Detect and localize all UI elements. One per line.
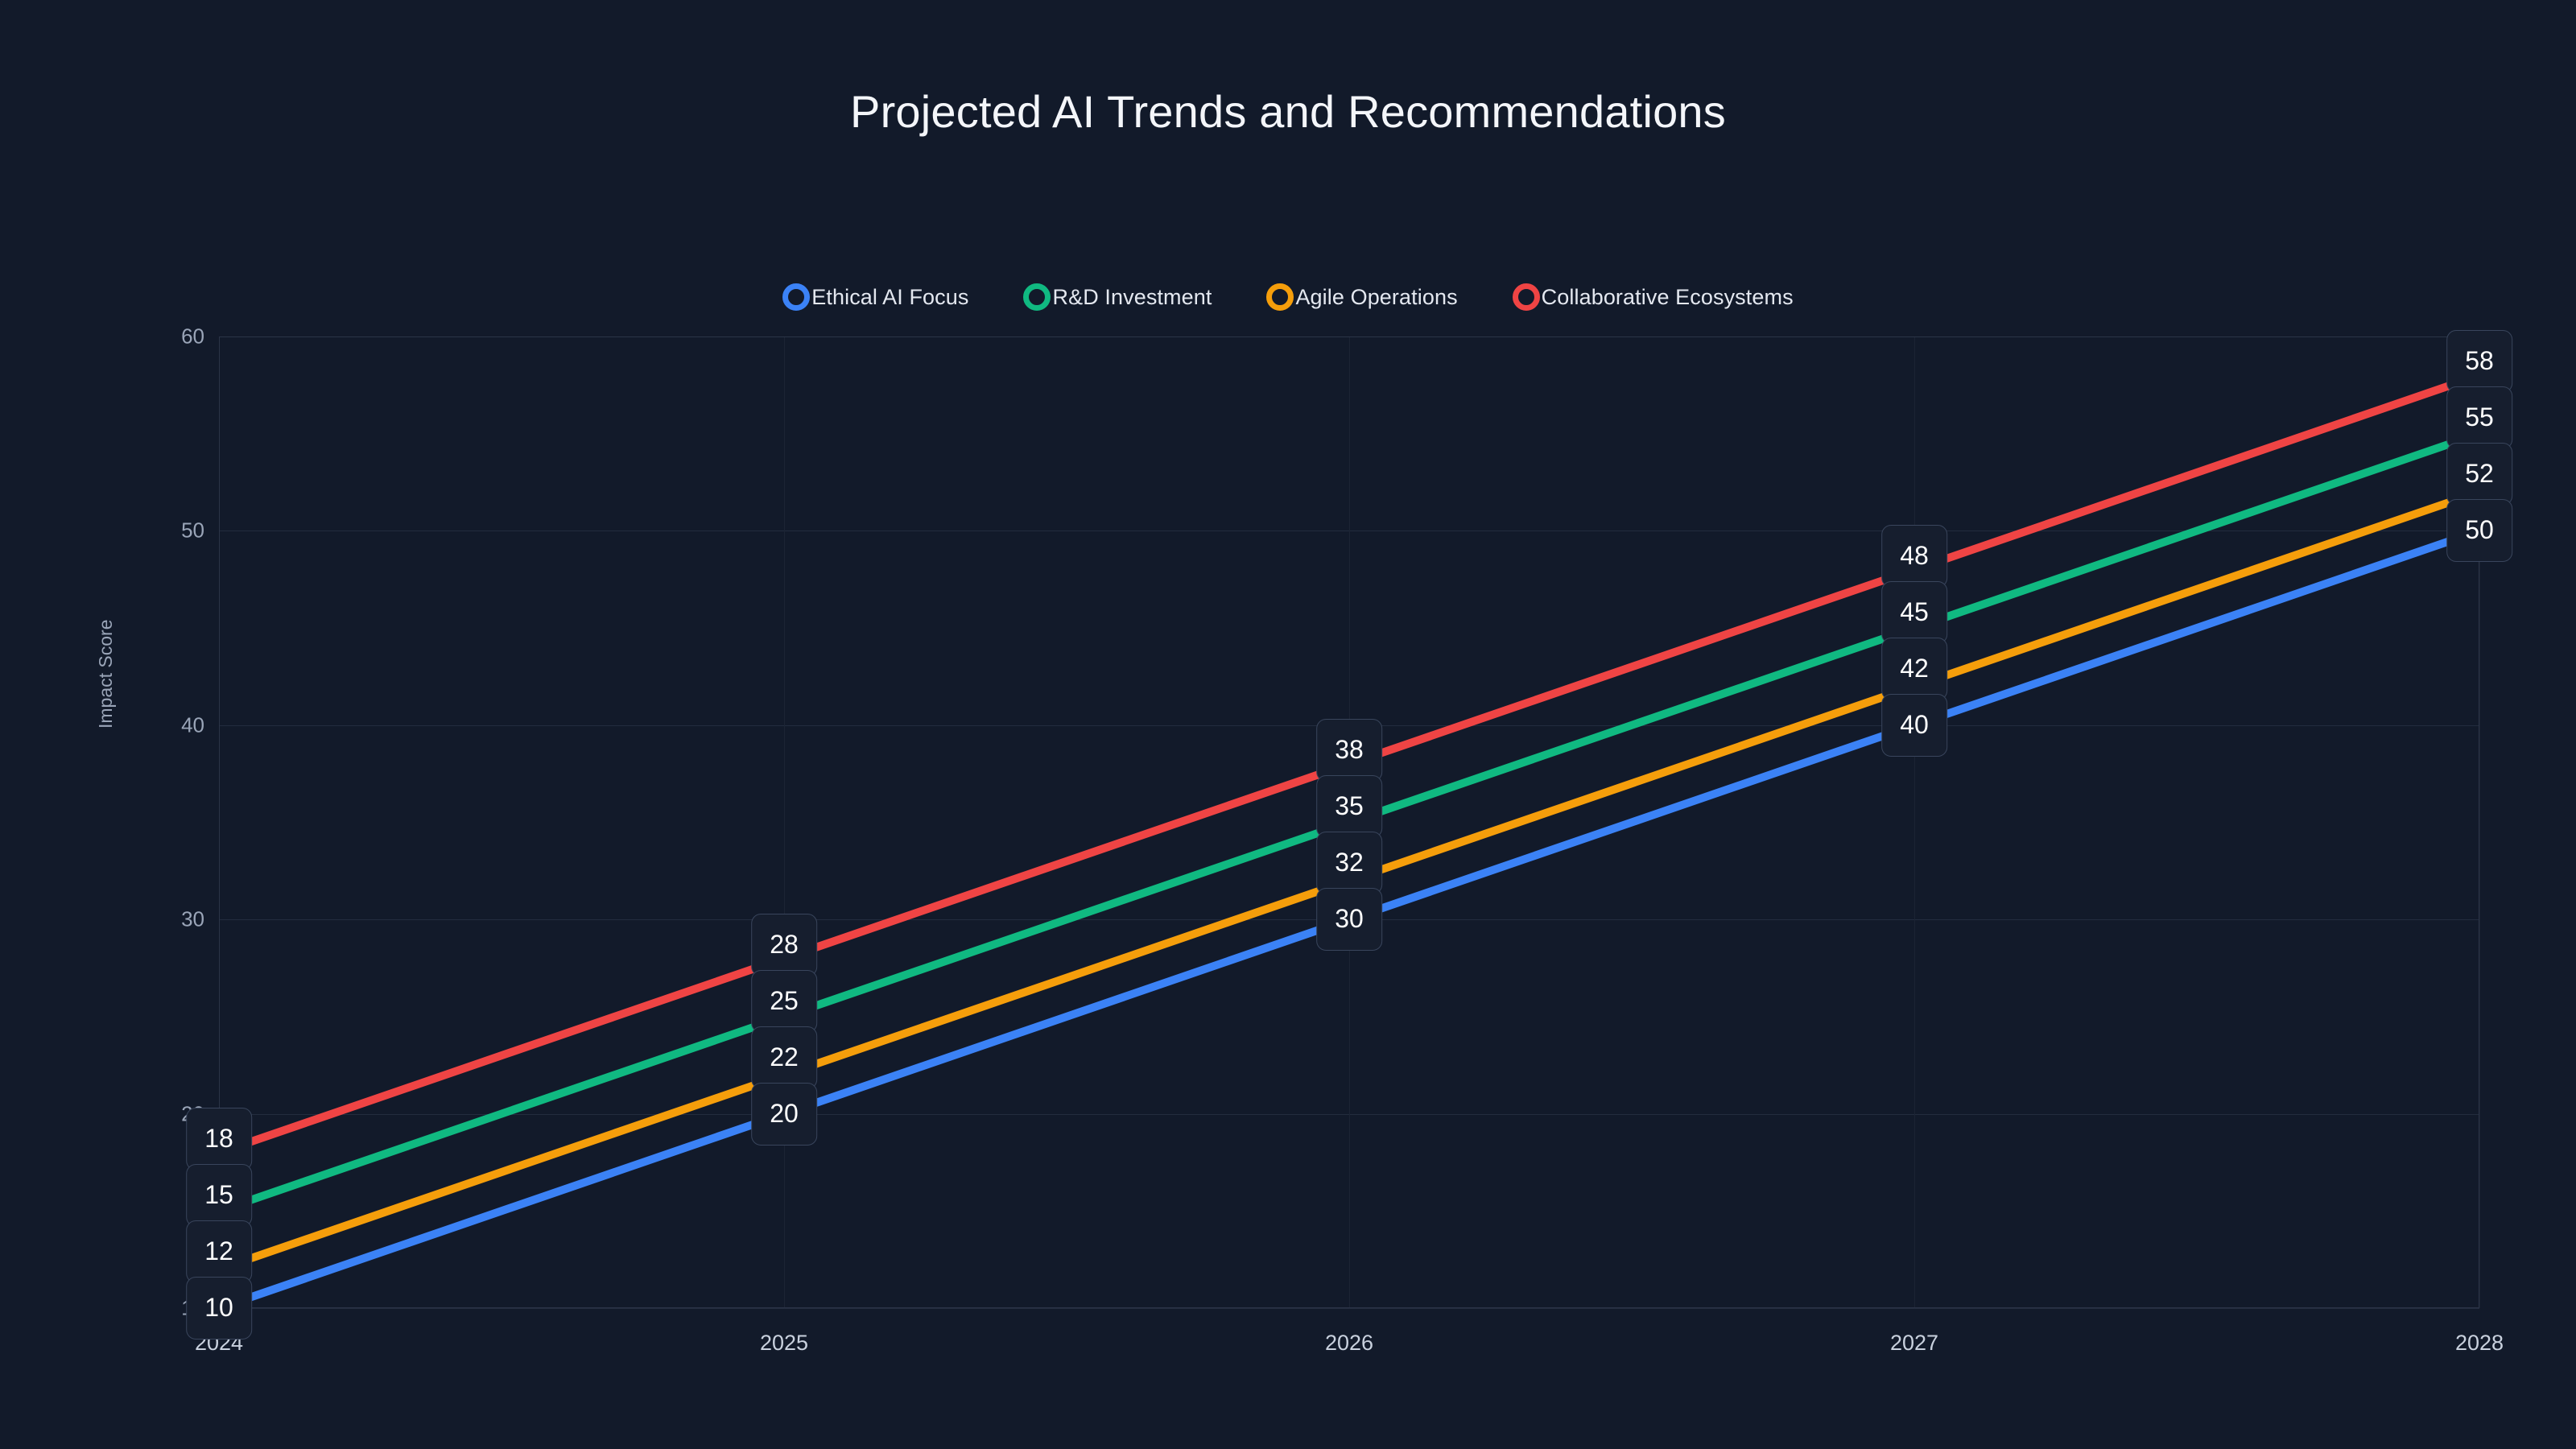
legend-item-label: Collaborative Ecosystems bbox=[1541, 284, 1794, 309]
data-point-label: 30 bbox=[1316, 888, 1382, 952]
data-point-label: 25 bbox=[751, 969, 817, 1033]
data-point-label: 40 bbox=[1881, 693, 1947, 757]
y-axis-tick-label: 40 bbox=[181, 712, 204, 737]
data-point-label: 45 bbox=[1881, 580, 1947, 644]
data-point-label: 55 bbox=[2446, 386, 2512, 450]
gridline-horizontal bbox=[219, 1308, 2479, 1309]
data-point-label: 15 bbox=[186, 1164, 252, 1227]
data-point-label: 52 bbox=[2446, 443, 2512, 506]
data-point-label: 22 bbox=[751, 1026, 817, 1089]
data-point-label: 50 bbox=[2446, 499, 2512, 563]
y-axis-title: Impact Score bbox=[95, 619, 116, 729]
x-axis-tick-label: 2025 bbox=[759, 1331, 809, 1355]
data-point-label: 20 bbox=[751, 1082, 817, 1146]
data-point-label: 38 bbox=[1316, 719, 1382, 782]
legend-marker-icon bbox=[1023, 283, 1051, 311]
legend-item-label: Ethical AI Focus bbox=[811, 284, 969, 309]
legend-marker-icon bbox=[1512, 283, 1540, 311]
data-point-label: 32 bbox=[1316, 832, 1382, 895]
legend-item-ethical-ai-focus[interactable]: Ethical AI Focus bbox=[782, 283, 968, 311]
x-axis-tick-label: 2028 bbox=[2454, 1331, 2504, 1355]
legend-item-label: Agile Operations bbox=[1295, 284, 1458, 309]
y-axis-tick-label: 50 bbox=[181, 518, 204, 543]
y-axis-tick-label: 30 bbox=[181, 906, 204, 931]
data-point-label: 12 bbox=[186, 1220, 252, 1283]
data-point-label: 42 bbox=[1881, 637, 1947, 700]
legend-item-rd-investment[interactable]: R&D Investment bbox=[1023, 283, 1212, 311]
gridline-vertical bbox=[1914, 336, 1915, 1308]
data-point-label: 10 bbox=[186, 1277, 252, 1340]
y-axis-tick-label: 60 bbox=[181, 324, 204, 349]
x-axis-line bbox=[219, 1307, 2479, 1308]
x-axis-tick-label: 2026 bbox=[1324, 1331, 1374, 1355]
legend-item-agile-operations[interactable]: Agile Operations bbox=[1266, 283, 1458, 311]
page-title: Projected AI Trends and Recommendations bbox=[850, 86, 1726, 137]
legend-item-label: R&D Investment bbox=[1052, 284, 1212, 309]
data-point-label: 28 bbox=[751, 913, 817, 976]
y-axis-line bbox=[219, 336, 220, 1308]
data-point-label: 58 bbox=[2446, 330, 2512, 394]
x-axis-tick-label: 2027 bbox=[1889, 1331, 1939, 1355]
data-point-label: 35 bbox=[1316, 775, 1382, 839]
legend-item-collaborative-ecosystems[interactable]: Collaborative Ecosystems bbox=[1512, 283, 1794, 311]
legend-marker-icon bbox=[782, 283, 811, 311]
chart-legend: Ethical AI Focus R&D Investment Agile Op… bbox=[0, 283, 2576, 311]
data-point-label: 48 bbox=[1881, 524, 1947, 588]
data-point-label: 18 bbox=[186, 1108, 252, 1170]
legend-marker-icon bbox=[1266, 283, 1294, 311]
gridline-vertical bbox=[2479, 336, 2480, 1308]
gridline-vertical bbox=[784, 336, 785, 1308]
plot-top-border bbox=[219, 336, 2479, 337]
